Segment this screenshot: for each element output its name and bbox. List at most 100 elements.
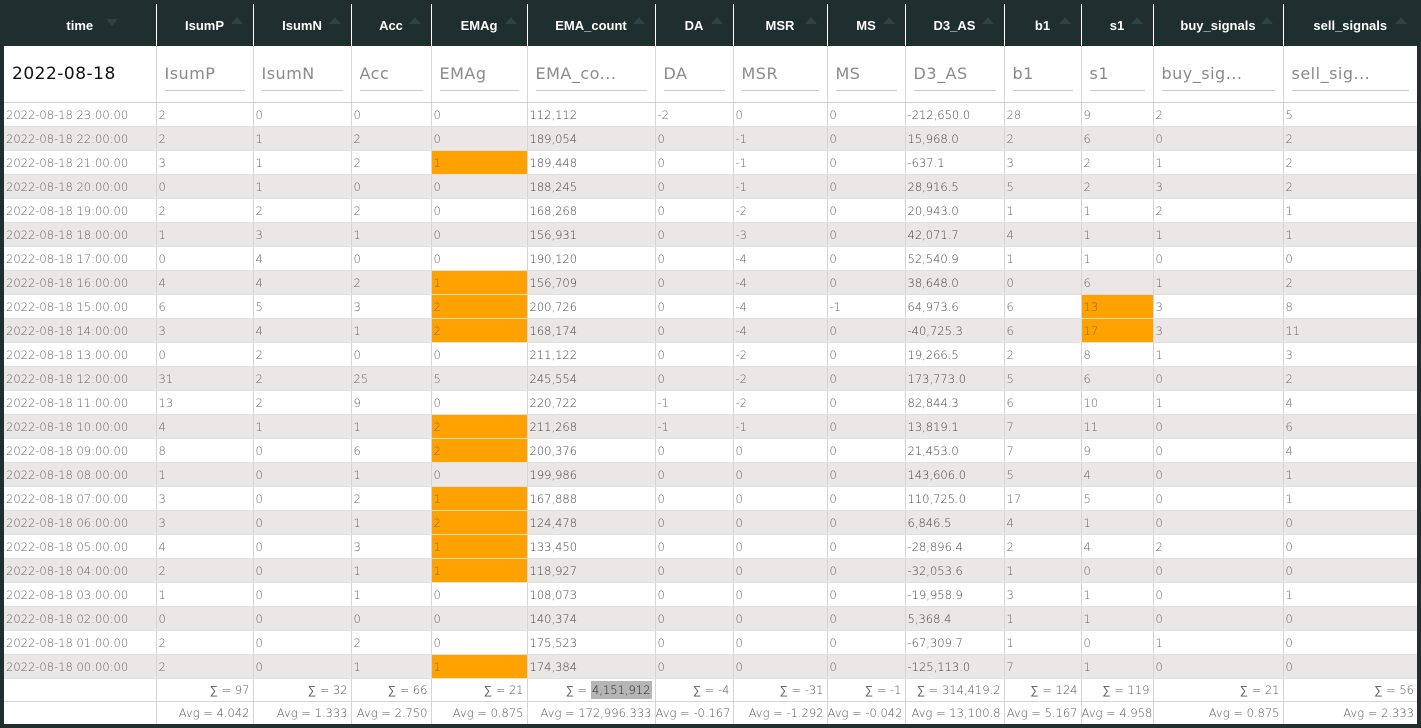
cell-b1[interactable]: 7 bbox=[1003, 654, 1081, 679]
table-row[interactable]: 2022-08-18 09:00:00 8 0 6 2 200,376 0 0 0 21,453.… bbox=[4, 438, 1417, 463]
cell-acc[interactable]: 0 bbox=[350, 342, 431, 367]
cell-b1[interactable]: 6 bbox=[1003, 294, 1081, 319]
cell-da[interactable]: 0 bbox=[654, 126, 733, 151]
cell-emag[interactable]: 0 bbox=[430, 606, 527, 631]
cell-sell-signals[interactable]: 2 bbox=[1282, 126, 1417, 151]
cell-sell-signals[interactable]: 2 bbox=[1282, 150, 1417, 175]
cell-d3-as[interactable]: 20,943.0 bbox=[904, 198, 1004, 223]
cell-ema-count[interactable]: 124,478 bbox=[526, 510, 655, 535]
cell-ema-count[interactable]: 189,054 bbox=[526, 126, 655, 151]
cell-sell-signals[interactable]: 2 bbox=[1282, 270, 1417, 295]
cell-sell-signals[interactable]: 1 bbox=[1282, 582, 1417, 607]
cell-msr[interactable]: -3 bbox=[732, 222, 827, 247]
column-header-isump[interactable]: IsumP bbox=[155, 4, 253, 46]
cell-ema-count[interactable]: 211,122 bbox=[526, 342, 655, 367]
cell-d3-as[interactable]: 42,071.7 bbox=[904, 222, 1004, 247]
table-row[interactable]: 2022-08-18 06:00:00 3 0 1 2 124,478 0 0 0 6,846.5… bbox=[4, 510, 1417, 535]
column-header-da[interactable]: DA bbox=[654, 4, 733, 46]
cell-buy-signals[interactable]: 0 bbox=[1152, 462, 1283, 487]
cell-emag[interactable]: 0 bbox=[430, 462, 527, 487]
cell-ema-count[interactable]: 200,376 bbox=[526, 438, 655, 463]
cell-emag[interactable]: 0 bbox=[430, 222, 527, 247]
cell-emag[interactable]: 0 bbox=[430, 102, 527, 127]
cell-acc[interactable]: 2 bbox=[350, 150, 431, 175]
cell-msr[interactable]: -1 bbox=[732, 150, 827, 175]
cell-ema-count[interactable]: 118,927 bbox=[526, 558, 655, 583]
cell-buy-signals[interactable]: 1 bbox=[1152, 390, 1283, 415]
table-row[interactable]: 2022-08-18 12:00:00 31 2 25 5 245,554 0 -2 0 173,… bbox=[4, 366, 1417, 391]
cell-emag[interactable]: 0 bbox=[430, 630, 527, 655]
cell-d3-as[interactable]: -28,896.4 bbox=[904, 534, 1004, 559]
cell-ema-count[interactable]: 167,888 bbox=[526, 486, 655, 511]
filter-input-isump[interactable]: IsumP bbox=[164, 58, 245, 91]
filter-input-isumn[interactable]: IsumN bbox=[261, 58, 343, 91]
cell-ms[interactable]: 0 bbox=[826, 390, 905, 415]
filter-input-sell-signals[interactable]: sell_sig... bbox=[1291, 58, 1409, 91]
column-header-ms[interactable]: MS bbox=[826, 4, 905, 46]
cell-b1[interactable]: 1 bbox=[1003, 246, 1081, 271]
cell-ema-count[interactable]: 112,112 bbox=[526, 102, 655, 127]
cell-isumn[interactable]: 0 bbox=[252, 558, 351, 583]
sort-desc-icon[interactable] bbox=[105, 19, 118, 26]
cell-acc[interactable]: 1 bbox=[350, 318, 431, 343]
cell-msr[interactable]: 0 bbox=[732, 510, 827, 535]
cell-buy-signals[interactable]: 0 bbox=[1152, 414, 1283, 439]
cell-da[interactable]: 0 bbox=[654, 606, 733, 631]
cell-s1[interactable]: 1 bbox=[1080, 654, 1153, 679]
cell-msr[interactable]: 0 bbox=[732, 582, 827, 607]
cell-acc[interactable]: 1 bbox=[350, 558, 431, 583]
cell-time[interactable]: 2022-08-18 15:00:00 bbox=[4, 294, 156, 319]
cell-isump[interactable]: 3 bbox=[155, 318, 253, 343]
cell-d3-as[interactable]: 143,606.0 bbox=[904, 462, 1004, 487]
cell-buy-signals[interactable]: 1 bbox=[1152, 150, 1283, 175]
cell-isumn[interactable]: 5 bbox=[252, 294, 351, 319]
cell-time[interactable]: 2022-08-18 02:00:00 bbox=[4, 606, 156, 631]
cell-ms[interactable]: 0 bbox=[826, 222, 905, 247]
cell-d3-as[interactable]: 21,453.0 bbox=[904, 438, 1004, 463]
cell-ms[interactable]: 0 bbox=[826, 582, 905, 607]
cell-isumn[interactable]: 4 bbox=[252, 246, 351, 271]
cell-isump[interactable]: 4 bbox=[155, 414, 253, 439]
sort-asc-icon[interactable] bbox=[882, 17, 895, 24]
cell-isumn[interactable]: 1 bbox=[252, 414, 351, 439]
cell-ms[interactable]: -1 bbox=[826, 294, 905, 319]
cell-da[interactable]: 0 bbox=[654, 366, 733, 391]
cell-buy-signals[interactable]: 2 bbox=[1152, 102, 1283, 127]
cell-acc[interactable]: 2 bbox=[350, 126, 431, 151]
cell-acc[interactable]: 9 bbox=[350, 390, 431, 415]
cell-ms[interactable]: 0 bbox=[826, 438, 905, 463]
cell-ms[interactable]: 0 bbox=[826, 534, 905, 559]
cell-isump[interactable]: 31 bbox=[155, 366, 253, 391]
cell-isumn[interactable]: 1 bbox=[252, 126, 351, 151]
cell-isumn[interactable]: 0 bbox=[252, 582, 351, 607]
cell-isump[interactable]: 1 bbox=[155, 582, 253, 607]
column-header-buy-signals[interactable]: buy_signals bbox=[1152, 4, 1283, 46]
column-header-s1[interactable]: s1 bbox=[1080, 4, 1153, 46]
cell-ema-count[interactable]: 156,931 bbox=[526, 222, 655, 247]
cell-sell-signals[interactable]: 2 bbox=[1282, 366, 1417, 391]
cell-b1[interactable]: 2 bbox=[1003, 342, 1081, 367]
cell-da[interactable]: -1 bbox=[654, 390, 733, 415]
cell-b1[interactable]: 2 bbox=[1003, 126, 1081, 151]
cell-buy-signals[interactable]: 0 bbox=[1152, 126, 1283, 151]
cell-isump[interactable]: 0 bbox=[155, 246, 253, 271]
column-header-acc[interactable]: Acc bbox=[350, 4, 431, 46]
cell-d3-as[interactable]: 19,266.5 bbox=[904, 342, 1004, 367]
cell-ms[interactable]: 0 bbox=[826, 462, 905, 487]
cell-ms[interactable]: 0 bbox=[826, 174, 905, 199]
table-row[interactable]: 2022-08-18 00:00:00 2 0 1 1 174,384 0 0 0 -125,11… bbox=[4, 654, 1417, 679]
cell-msr[interactable]: -4 bbox=[732, 294, 827, 319]
cell-msr[interactable]: -2 bbox=[732, 390, 827, 415]
sort-asc-icon[interactable] bbox=[710, 17, 723, 24]
cell-s1[interactable]: 6 bbox=[1080, 366, 1153, 391]
sort-asc-icon[interactable] bbox=[328, 17, 341, 24]
cell-da[interactable]: 0 bbox=[654, 174, 733, 199]
cell-ms[interactable]: 0 bbox=[826, 510, 905, 535]
cell-acc[interactable]: 25 bbox=[350, 366, 431, 391]
sort-asc-icon[interactable] bbox=[1130, 17, 1143, 24]
cell-ms[interactable]: 0 bbox=[826, 366, 905, 391]
cell-msr[interactable]: -1 bbox=[732, 126, 827, 151]
cell-ema-count[interactable]: 156,709 bbox=[526, 270, 655, 295]
cell-acc[interactable]: 0 bbox=[350, 606, 431, 631]
cell-ms[interactable]: 0 bbox=[826, 630, 905, 655]
